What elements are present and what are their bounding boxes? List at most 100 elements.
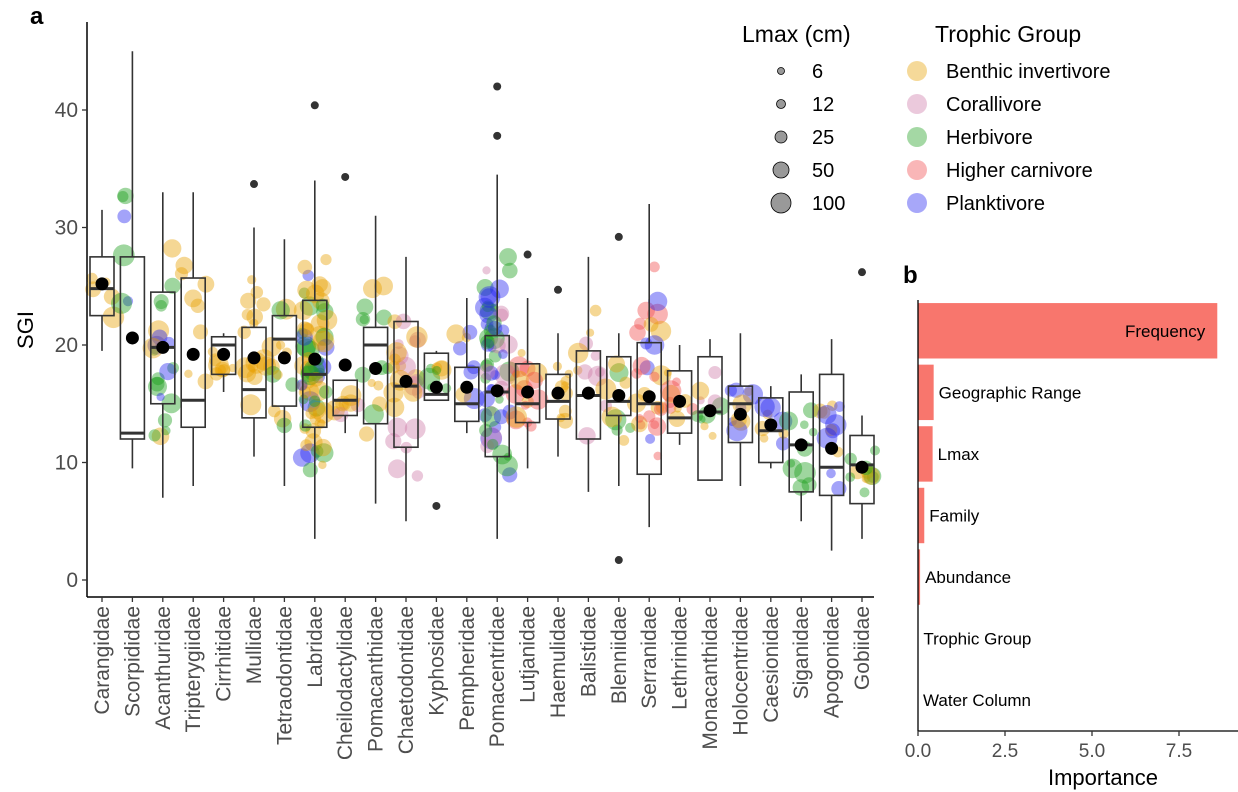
box	[666, 370, 693, 434]
data-point	[483, 324, 497, 338]
data-point	[271, 301, 290, 320]
data-point	[228, 363, 237, 373]
data-point	[102, 306, 125, 329]
data-point	[803, 402, 819, 419]
data-point	[478, 286, 501, 308]
data-point	[354, 366, 371, 383]
data-point	[240, 394, 262, 416]
data-point	[309, 413, 321, 425]
data-point	[573, 365, 583, 375]
outlier-point	[250, 180, 258, 189]
data-point	[831, 481, 847, 497]
data-point	[488, 349, 502, 363]
data-point	[215, 364, 226, 376]
mean-point	[125, 331, 139, 345]
data-point	[691, 381, 710, 400]
importance-bar	[918, 549, 921, 605]
trophic-legend-label: Planktivore	[946, 193, 1045, 215]
data-point	[631, 415, 648, 433]
data-point	[496, 454, 518, 477]
x-tick-label: Cheilodactylidae	[334, 606, 357, 760]
x-tick-label: Serranidae	[638, 606, 661, 709]
data-point	[155, 300, 167, 312]
data-point	[103, 288, 120, 305]
trophic-legend-key	[907, 160, 927, 180]
data-point	[193, 324, 208, 340]
importance-bar	[918, 426, 933, 482]
box	[636, 341, 663, 476]
data-point	[159, 363, 177, 381]
data-point	[299, 419, 312, 432]
x-tick-label: Mullidae	[243, 606, 266, 684]
data-point	[827, 400, 838, 412]
data-point	[311, 276, 328, 293]
box	[332, 379, 359, 417]
data-point	[320, 254, 332, 266]
mean-point	[338, 358, 352, 372]
trophic-legend-label: Higher carnivore	[946, 160, 1093, 182]
data-point	[315, 327, 334, 346]
x-tick-label: Tripterygiidae	[182, 606, 205, 732]
size-legend: Lmax (cm) 6 12 25 50 100	[742, 21, 851, 215]
data-point	[480, 335, 495, 350]
data-point	[490, 303, 499, 312]
trophic-legend-key	[907, 193, 927, 213]
data-point	[786, 459, 796, 468]
jitter-points-layer	[85, 187, 882, 498]
data-point	[263, 358, 280, 376]
data-point	[558, 404, 572, 418]
data-point	[863, 467, 882, 485]
size-legend-key	[770, 192, 792, 214]
data-point	[480, 359, 493, 373]
data-point	[619, 376, 632, 389]
data-point	[483, 328, 505, 350]
size-legend-key	[777, 67, 785, 75]
data-point	[502, 262, 518, 279]
box	[788, 391, 815, 493]
box	[393, 320, 419, 449]
data-point	[480, 427, 502, 448]
data-point	[586, 328, 595, 337]
data-point	[356, 298, 374, 316]
data-point	[149, 347, 159, 356]
mean-point	[825, 441, 839, 455]
y-tick-label: 10	[55, 452, 78, 475]
data-point	[441, 383, 452, 394]
y-axis-title: SGI	[13, 311, 38, 349]
data-point	[577, 364, 593, 380]
data-point	[117, 191, 129, 203]
data-point	[308, 395, 321, 407]
box	[484, 334, 511, 458]
data-point	[866, 471, 879, 483]
data-point	[338, 399, 349, 411]
x-tick-label: Blenniidae	[608, 606, 631, 704]
data-point	[650, 420, 660, 430]
data-point	[744, 387, 753, 397]
data-point	[256, 297, 271, 312]
data-point	[590, 350, 601, 361]
importance-bar-panel: Frequency Geographic Range Lmax Family Abund…	[905, 300, 1238, 790]
data-point	[272, 369, 283, 380]
data-point	[167, 362, 180, 374]
x-tick-label: Holocentridae	[729, 606, 752, 736]
data-point	[433, 360, 450, 377]
data-point	[508, 356, 530, 378]
data-point	[299, 391, 321, 413]
data-point	[817, 406, 831, 419]
data-point	[485, 405, 497, 417]
data-point	[618, 435, 630, 446]
data-point	[86, 272, 98, 285]
box	[241, 326, 267, 419]
data-point	[395, 356, 416, 378]
data-point	[310, 445, 324, 458]
mean-point	[612, 389, 626, 403]
box	[605, 355, 632, 417]
data-point	[826, 468, 836, 479]
boxes-layer	[89, 51, 875, 565]
data-point	[161, 426, 171, 436]
mean-point	[733, 407, 747, 421]
data-point	[295, 328, 313, 346]
mean-point	[673, 394, 687, 408]
x-tick-label: Caesionidae	[760, 606, 783, 723]
data-point	[312, 330, 335, 353]
